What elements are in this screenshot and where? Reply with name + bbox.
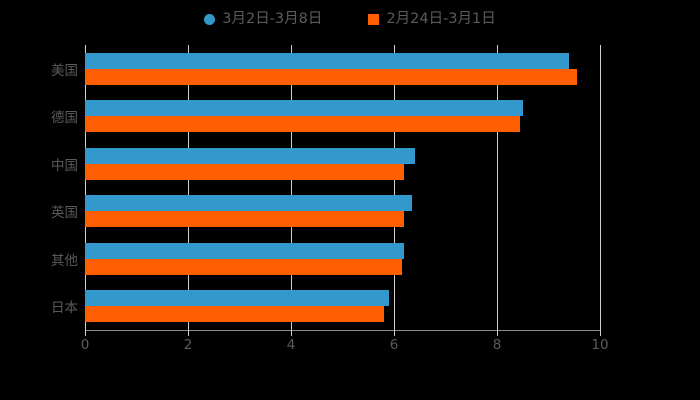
x-tick-label-5: 10 xyxy=(591,337,609,353)
category-label-2: 中国 xyxy=(51,157,78,174)
square-marker-icon xyxy=(368,13,380,25)
category-label-5: 日本 xyxy=(51,300,78,317)
bar-中国-series-1[interactable] xyxy=(85,163,405,180)
bar-美国-series-0[interactable] xyxy=(85,52,570,69)
gridline-x-0 xyxy=(85,45,86,330)
x-tick-label-4: 8 xyxy=(492,337,502,353)
legend-item-series-1[interactable]: 2月24日-3月1日 xyxy=(368,10,496,27)
x-axis-line xyxy=(85,330,601,331)
legend-item-series-0[interactable]: 3月2日-3月8日 xyxy=(204,12,322,27)
category-label-1: 德国 xyxy=(51,110,78,127)
x-tick-label-3: 6 xyxy=(389,337,399,353)
bar-日本-series-0[interactable] xyxy=(85,290,389,307)
x-tick-mark-3 xyxy=(394,330,395,336)
category-label-0: 美国 xyxy=(51,62,78,79)
gridline-x-3 xyxy=(394,45,395,330)
bar-其他-series-1[interactable] xyxy=(85,258,402,275)
bar-中国-series-0[interactable] xyxy=(85,147,415,164)
category-label-4: 其他 xyxy=(51,252,78,269)
bar-英国-series-0[interactable] xyxy=(85,195,413,212)
gridline-x-4 xyxy=(497,45,498,330)
legend-label-series-0: 3月2日-3月8日 xyxy=(222,10,323,27)
x-tick-mark-5 xyxy=(600,330,601,336)
gridline-x-2 xyxy=(291,45,292,330)
plot-area xyxy=(85,45,601,330)
x-tick-mark-1 xyxy=(188,330,189,336)
gridline-x-5 xyxy=(600,45,601,330)
legend-label-series-1: 2月24日-3月1日 xyxy=(386,10,496,27)
bar-其他-series-0[interactable] xyxy=(85,242,405,259)
bar-德国-series-0[interactable] xyxy=(85,100,523,117)
x-tick-label-0: 0 xyxy=(80,337,90,353)
x-tick-mark-0 xyxy=(85,330,86,336)
gridline-x-1 xyxy=(188,45,189,330)
bar-美国-series-1[interactable] xyxy=(85,68,577,85)
x-tick-label-1: 2 xyxy=(183,337,193,353)
x-tick-label-2: 4 xyxy=(286,337,296,353)
bar-日本-series-1[interactable] xyxy=(85,306,384,323)
circle-marker-icon xyxy=(204,13,216,25)
bar-英国-series-1[interactable] xyxy=(85,211,405,228)
x-tick-mark-2 xyxy=(291,330,292,336)
category-label-3: 英国 xyxy=(51,205,78,222)
x-tick-mark-4 xyxy=(497,330,498,336)
chart-legend: 3月2日-3月8日 2月24日-3月1日 xyxy=(0,8,700,30)
bar-德国-series-1[interactable] xyxy=(85,116,521,133)
